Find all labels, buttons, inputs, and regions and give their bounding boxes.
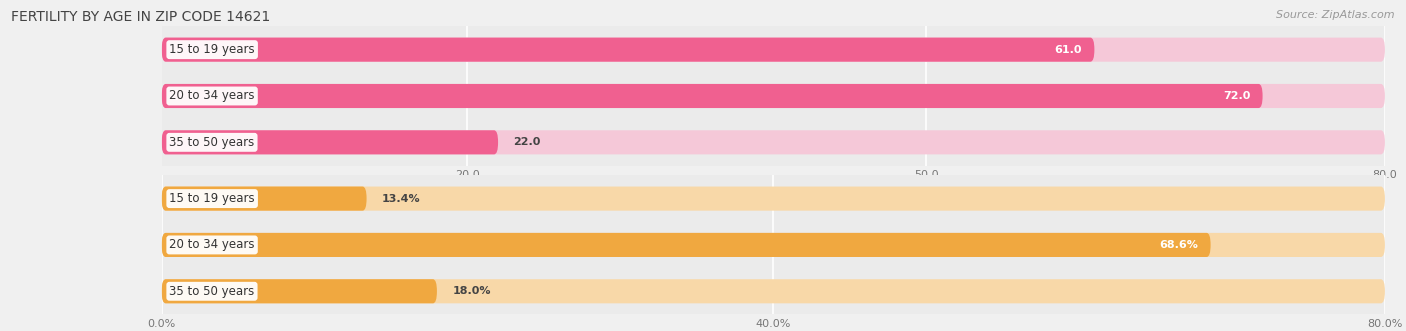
- FancyBboxPatch shape: [162, 84, 1263, 108]
- FancyBboxPatch shape: [162, 130, 498, 154]
- FancyBboxPatch shape: [162, 38, 1094, 62]
- Text: 72.0: 72.0: [1223, 91, 1250, 101]
- FancyBboxPatch shape: [162, 233, 1211, 257]
- Text: 15 to 19 years: 15 to 19 years: [169, 192, 254, 205]
- Text: 18.0%: 18.0%: [453, 286, 491, 296]
- Text: Source: ZipAtlas.com: Source: ZipAtlas.com: [1277, 10, 1395, 20]
- FancyBboxPatch shape: [162, 38, 1385, 62]
- Text: 35 to 50 years: 35 to 50 years: [169, 136, 254, 149]
- FancyBboxPatch shape: [162, 187, 1385, 211]
- FancyBboxPatch shape: [162, 130, 1385, 154]
- Text: FERTILITY BY AGE IN ZIP CODE 14621: FERTILITY BY AGE IN ZIP CODE 14621: [11, 10, 270, 24]
- Text: 20 to 34 years: 20 to 34 years: [169, 89, 254, 103]
- Text: 22.0: 22.0: [513, 137, 541, 147]
- FancyBboxPatch shape: [162, 233, 1385, 257]
- Text: 35 to 50 years: 35 to 50 years: [169, 285, 254, 298]
- FancyBboxPatch shape: [162, 187, 367, 211]
- FancyBboxPatch shape: [162, 84, 1385, 108]
- Text: 68.6%: 68.6%: [1160, 240, 1198, 250]
- Text: 15 to 19 years: 15 to 19 years: [169, 43, 254, 56]
- Text: 20 to 34 years: 20 to 34 years: [169, 238, 254, 252]
- Text: 61.0: 61.0: [1054, 45, 1083, 55]
- Text: 13.4%: 13.4%: [382, 194, 420, 204]
- FancyBboxPatch shape: [162, 279, 1385, 303]
- FancyBboxPatch shape: [162, 279, 437, 303]
